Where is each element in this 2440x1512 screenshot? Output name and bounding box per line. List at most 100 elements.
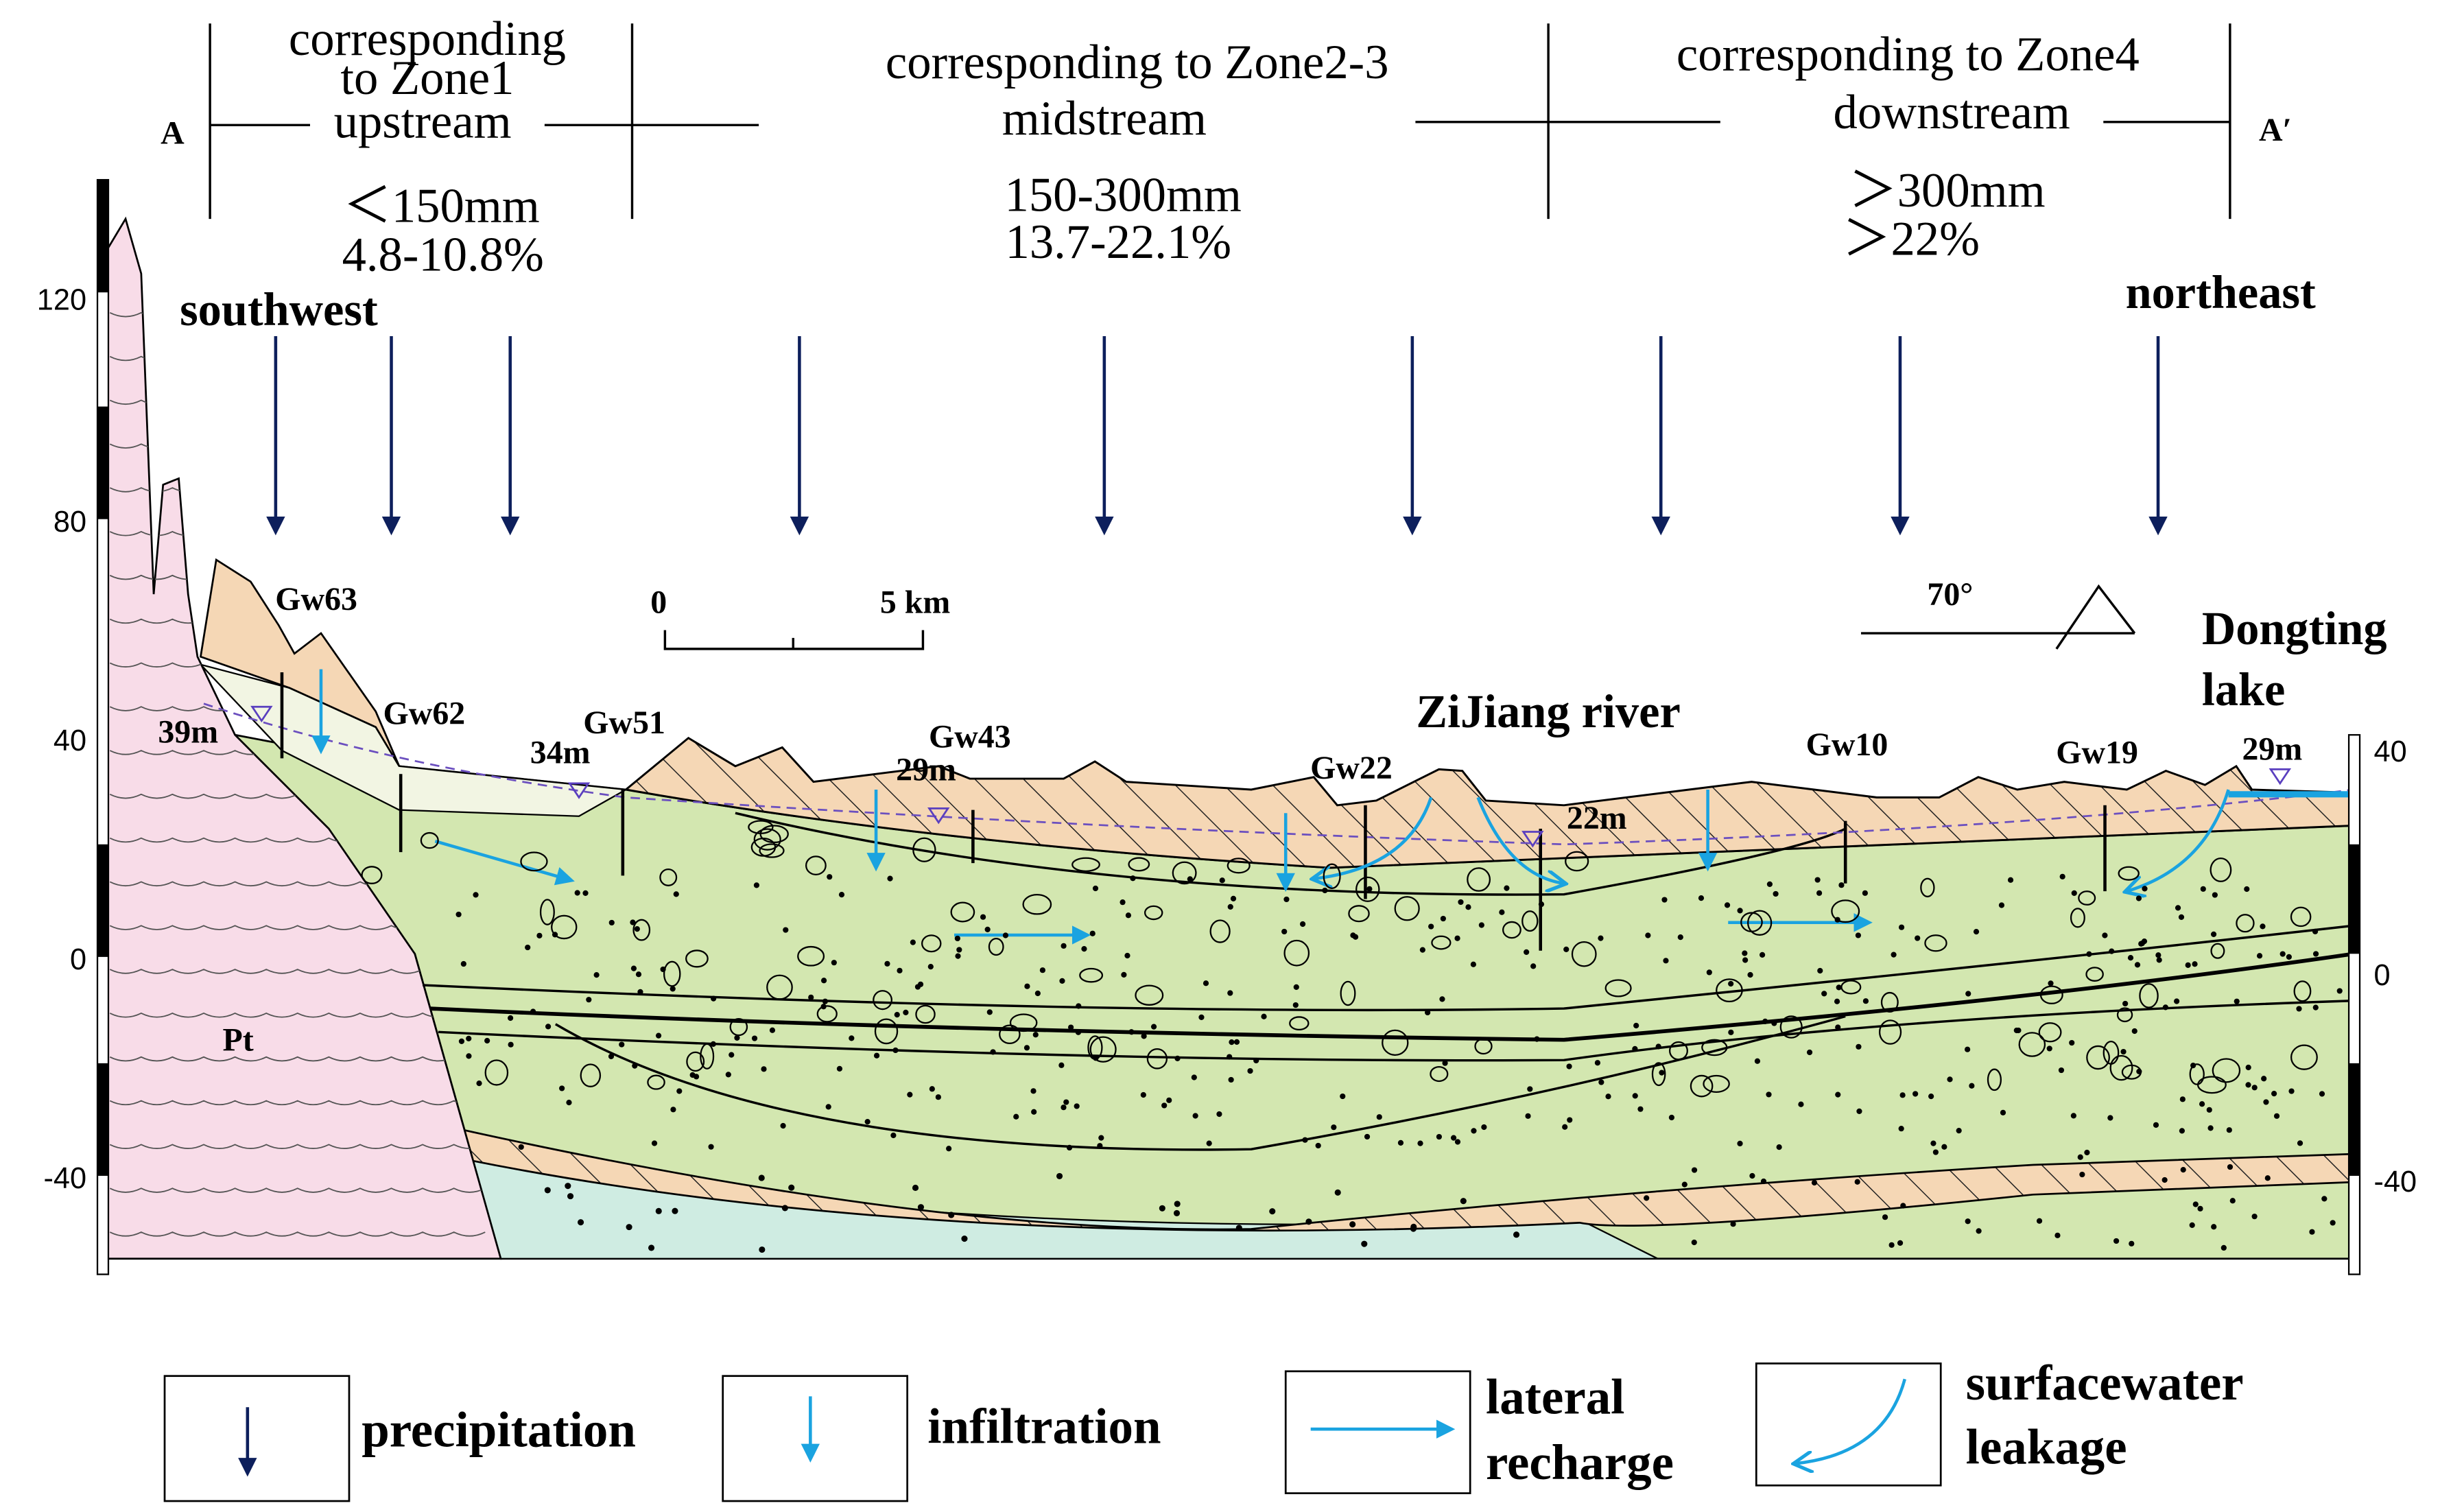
texture-mark [1888,1242,1895,1248]
texture-mark [1355,876,1380,902]
texture-mark [420,831,439,849]
texture-mark [816,1005,838,1023]
texture-mark [670,986,676,992]
texture-mark [1882,1214,1888,1220]
texture-mark [1598,1079,1604,1085]
texture-mark [825,1104,831,1110]
texture-mark [361,866,383,884]
texture-mark [2054,1232,2061,1238]
texture-mark [566,1099,572,1106]
water-level: 22m [1567,800,1627,836]
bedrock-fold [109,355,486,362]
axis-bars-part [2349,844,2360,954]
axis-bars-part [97,180,108,293]
texture-mark [2212,892,2218,898]
texture-mark [1092,885,1099,892]
texture-mark [520,851,548,872]
texture-mark [903,1009,909,1015]
legend: precipitation infiltration lateral recha… [163,1355,2244,1502]
texture-mark [1941,1144,1947,1150]
texture-mark [822,998,829,1004]
texture-mark [1969,1083,1975,1089]
texture-mark [894,1012,900,1018]
texture-mark [2139,983,2159,1008]
texture-mark [1499,909,1505,915]
texture-mark [582,890,589,896]
texture-mark [2309,1229,2315,1235]
texture-mark [693,1074,700,1080]
layer-boundaries-part [554,1015,1846,1151]
texture-mark [630,965,637,971]
texture-mark [2293,980,2312,1002]
texture-mark [2197,1205,2203,1212]
texture-mark [2070,1113,2076,1119]
legend-part [722,1375,909,1502]
texture-mark [1030,1088,1037,1094]
texture-mark [1302,1137,1308,1143]
texture-mark [999,1024,1021,1044]
texture-mark [455,911,462,918]
texture-mark [748,820,774,834]
texture-mark [2131,1028,2137,1035]
texture-mark [1039,967,1046,973]
texture-mark [2312,1004,2319,1011]
texture-mark [1261,1013,1267,1019]
texture-mark [1898,1126,1904,1132]
texture-mark [2245,1064,2251,1071]
texture-mark [2290,1044,2318,1070]
elevation-tick: 80 [54,506,86,539]
bedrock-fold [109,1012,486,1018]
texture-mark [1161,1102,1168,1109]
texture-mark [2192,961,2198,967]
texture-mark [1192,1113,1198,1119]
texture-mark [1428,923,1434,930]
texture-mark [1293,984,1299,991]
texture-mark [1661,897,1668,903]
texture-mark [1817,967,1823,974]
texture-mark [1811,1179,1818,1186]
elevation-tick: 0 [2374,959,2391,992]
zone-stream: upstream [334,95,512,149]
well-label: Gw51 [583,705,665,741]
elevation-tick: 40 [54,724,86,757]
texture-mark [1527,1086,1533,1092]
texture-mark [1440,915,1446,922]
texture-mark [1524,949,1530,955]
texture-mark [1071,857,1100,872]
texture-mark [954,935,960,942]
texture-mark [2319,1091,2325,1097]
texture-mark [892,1047,899,1054]
texture-mark [630,919,636,925]
texture-mark [2174,998,2180,1004]
axis-bars-part [97,406,108,519]
texture-mark [1759,952,1766,958]
texture-mark [1737,908,1743,914]
section-end: A′ [2259,112,2292,148]
texture-mark [476,1080,482,1087]
texture-mark [632,919,651,941]
texture-mark [634,926,640,932]
texture-mark [2015,1027,2022,1034]
texture-mark [1840,980,1862,995]
texture-mark [647,1074,665,1090]
texture-mark [1253,1057,1259,1064]
bedrock [106,216,502,1260]
texture-mark [1632,1093,1638,1099]
texture-mark [1144,905,1163,921]
texture-mark [567,1193,574,1200]
texture-mark [1567,1117,1573,1123]
bedrock-fold [109,1188,486,1193]
texture-mark [2207,1125,2214,1131]
texture-mark [1061,1105,1067,1111]
texture-mark [2084,1149,2090,1156]
legend-part [163,1375,351,1502]
texture-mark [458,1038,465,1044]
texture-mark [1366,886,1373,892]
texture-mark [2200,886,2206,892]
texture-mark [2161,1177,2168,1183]
texture-mark [1450,1135,1457,1141]
texture-mark [2189,1222,2195,1228]
texture-mark [1605,1094,1611,1100]
texture-mark [1766,881,1773,887]
texture-mark [1227,1054,1233,1060]
